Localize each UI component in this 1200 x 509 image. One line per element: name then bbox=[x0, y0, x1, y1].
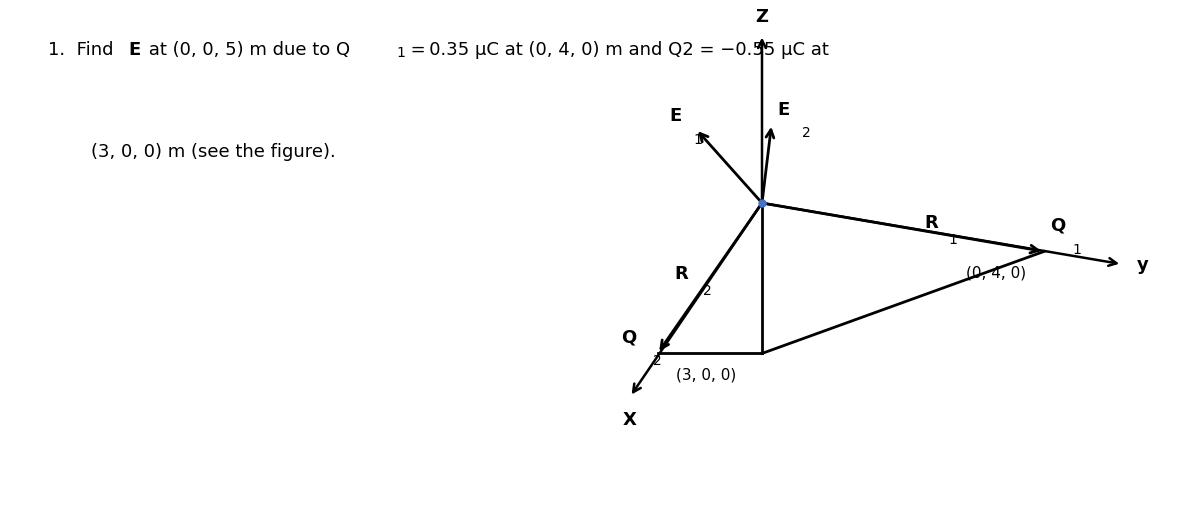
Text: 2: 2 bbox=[802, 126, 810, 140]
Text: 2: 2 bbox=[703, 284, 712, 298]
Text: = 0.35 μC at (0, 4, 0) m and Q2 = −0.55 μC at: = 0.35 μC at (0, 4, 0) m and Q2 = −0.55 … bbox=[407, 41, 829, 59]
Text: 2: 2 bbox=[653, 354, 661, 367]
Text: Q: Q bbox=[1050, 216, 1066, 234]
Text: 1: 1 bbox=[396, 46, 404, 60]
Text: Q: Q bbox=[620, 328, 636, 346]
Text: 1: 1 bbox=[949, 233, 958, 247]
Text: E: E bbox=[778, 101, 790, 119]
Text: E: E bbox=[670, 107, 682, 125]
Text: y: y bbox=[1136, 256, 1148, 274]
Text: R: R bbox=[674, 265, 689, 282]
Text: 1: 1 bbox=[694, 132, 702, 146]
Text: R: R bbox=[924, 214, 938, 232]
Text: Z: Z bbox=[756, 8, 768, 25]
Text: (3, 0, 0) m (see the figure).: (3, 0, 0) m (see the figure). bbox=[91, 143, 336, 160]
Text: at (0, 0, 5) m due to Q: at (0, 0, 5) m due to Q bbox=[143, 41, 350, 59]
Text: X: X bbox=[623, 410, 637, 428]
Text: 1: 1 bbox=[1073, 243, 1081, 257]
Text: 1.  Find: 1. Find bbox=[48, 41, 119, 59]
Text: (0, 4, 0): (0, 4, 0) bbox=[966, 265, 1026, 279]
Text: E: E bbox=[128, 41, 140, 59]
Text: (3, 0, 0): (3, 0, 0) bbox=[676, 366, 736, 381]
